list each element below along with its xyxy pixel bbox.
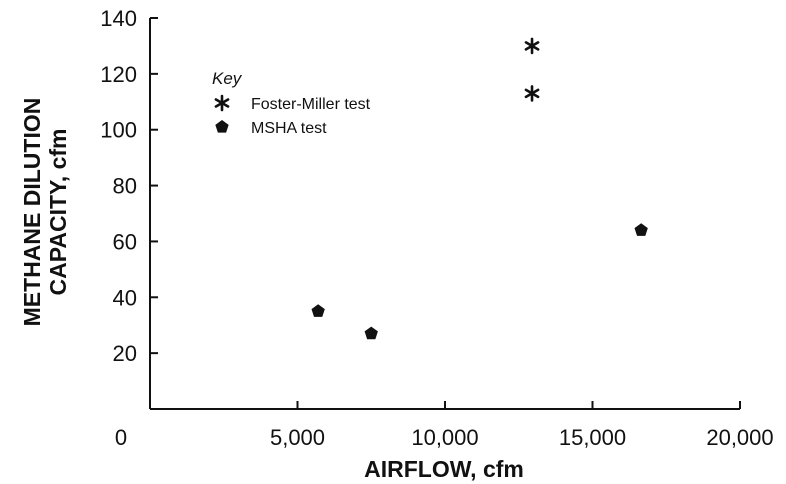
- y-tick-label: 60: [113, 229, 137, 254]
- legend-entry-label: MSHA test: [251, 120, 327, 137]
- x-axis-title: AIRFLOW, cfm: [364, 456, 524, 482]
- x-axis-ticks: 0 5,000 10,000 15,000 20,000: [115, 401, 774, 450]
- y-tick-label: 20: [113, 341, 137, 366]
- x-tick-label: 0: [115, 425, 127, 450]
- y-tick-label: 80: [113, 174, 137, 199]
- msha-point: [634, 223, 648, 236]
- msha-point: [311, 304, 325, 317]
- y-axis-title-line1: METHANE DILUTION: [19, 98, 45, 327]
- y-tick-label: 40: [113, 285, 137, 310]
- y-tick-label: 140: [100, 6, 137, 31]
- y-axis-title-line2: CAPACITY, cfm: [45, 129, 71, 296]
- x-tick-label: 15,000: [559, 425, 626, 450]
- data-points: [311, 37, 648, 340]
- y-axis-ticks: 20 40 60 80 100 120 140: [100, 6, 158, 366]
- msha-point: [364, 326, 378, 340]
- x-tick-label: 5,000: [270, 425, 325, 450]
- legend-pentagon-marker: [215, 120, 229, 133]
- legend-title: Key: [212, 69, 243, 88]
- x-tick-label: 20,000: [706, 425, 773, 450]
- x-tick-label: 10,000: [411, 425, 478, 450]
- legend: Key Foster-Miller test MSHA test: [212, 69, 371, 137]
- legend-asterisk-marker: [214, 94, 230, 112]
- legend-entry-label: Foster-Miller test: [251, 96, 371, 113]
- foster-miller-point: [524, 85, 540, 102]
- foster-miller-point: [524, 37, 540, 55]
- y-tick-label: 100: [100, 118, 137, 143]
- y-tick-label: 120: [100, 62, 137, 87]
